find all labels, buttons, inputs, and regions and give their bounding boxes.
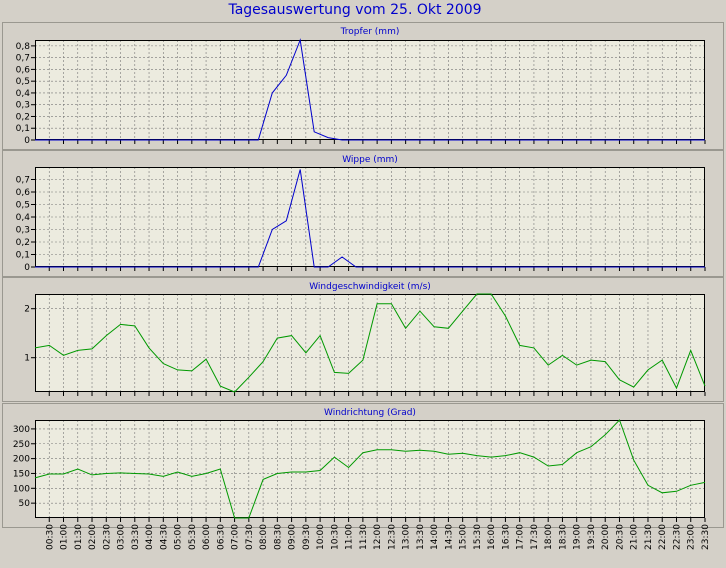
x-tick-label: 20:00	[601, 524, 611, 550]
chart-panels: Tropfer (mm)00,10,20,30,40,50,60,70,8Wip…	[2, 22, 724, 528]
x-tick-label: 12:00	[373, 524, 383, 550]
x-tick-label: 10:30	[330, 524, 340, 550]
x-tick-label: 02:00	[88, 524, 98, 550]
x-tick-label: 15:00	[459, 524, 469, 550]
data-series-line	[34, 419, 706, 519]
x-tick-label: 03:00	[117, 524, 127, 550]
y-tick-label: 0,6	[16, 65, 31, 75]
x-tick-label: 09:30	[302, 524, 312, 550]
x-tick-label: 07:00	[231, 524, 241, 550]
x-tick-label: 12:30	[387, 524, 397, 550]
x-tick-label: 01:00	[60, 524, 70, 550]
plot-border	[35, 420, 705, 518]
y-tick-label: 0,7	[16, 176, 30, 186]
x-tick-label: 09:00	[288, 524, 298, 550]
plot-area	[35, 40, 705, 140]
x-tick-label: 16:00	[487, 524, 497, 550]
x-tick-label: 14:00	[430, 524, 440, 550]
data-series-line	[34, 293, 706, 393]
chart-panel-4: Windrichtung (Grad) 50 100 150 200 250 300	[2, 403, 724, 528]
x-tick-label: 00:30	[45, 524, 55, 550]
chart-panel-3: Windgeschwindigkeit (m/s) 1 2	[2, 277, 724, 402]
y-tick-label: 0,3	[16, 101, 30, 111]
y-tick-label: 0,6	[16, 188, 31, 198]
y-tick-label: 0,1	[16, 251, 30, 261]
x-tick-label: 13:30	[416, 524, 426, 550]
x-tick-label: 15:30	[473, 524, 483, 550]
x-tick-label: 21:30	[644, 524, 654, 550]
y-tick-label: 0,2	[16, 238, 30, 248]
y-tick-label: 0,7	[16, 54, 30, 64]
y-tick-label: 0	[24, 263, 30, 273]
data-series-line	[35, 38, 705, 141]
y-tick-label: 0,8	[16, 42, 31, 52]
x-tick-label: 19:30	[587, 524, 597, 550]
x-tick-label: 21:00	[630, 524, 640, 550]
x-tick-label: 05:00	[174, 524, 184, 550]
x-tick-label: 01:30	[74, 524, 84, 550]
y-tick-label: 0,4	[16, 89, 31, 99]
x-tick-label: 08:30	[273, 524, 283, 550]
x-tick-label: 05:30	[188, 524, 198, 550]
chart-panel-1: Tropfer (mm) 0 0,1 0,20,3 0,4 0,5 0,60,7 0,8	[2, 22, 724, 150]
x-tick-label: 13:00	[402, 524, 412, 550]
x-tick-label: 23:00	[687, 524, 697, 550]
chart-title: Windgeschwindigkeit (m/s)	[309, 282, 431, 292]
x-tick-label: 10:00	[316, 524, 326, 550]
page-title: Tagesauswertung vom 25. Okt 2009	[227, 2, 481, 18]
y-tick-label: 1	[24, 354, 30, 364]
y-tick-label: 0,3	[16, 226, 30, 236]
y-tick-label: 300	[13, 425, 30, 435]
x-tick-label: 11:30	[359, 524, 369, 550]
x-tick-label: 22:30	[672, 524, 682, 550]
x-tick-label: 08:00	[259, 524, 269, 550]
y-tick-label: 0,2	[16, 112, 30, 122]
x-tick-label: 18:00	[544, 524, 554, 550]
y-tick-label: 100	[13, 484, 30, 494]
x-tick-label: 04:00	[145, 524, 155, 550]
x-tick-label: 06:00	[202, 524, 212, 550]
x-tick-label: 17:00	[516, 524, 526, 550]
x-tick-label: 02:30	[102, 524, 112, 550]
x-tick-label: 20:30	[615, 524, 625, 550]
y-tick-label: 0	[24, 136, 30, 146]
y-tick-label: 50	[19, 499, 31, 509]
x-tick-label: 23:30	[701, 524, 711, 550]
y-tick-label: 200	[13, 455, 30, 465]
x-tick-label: 18:30	[558, 524, 568, 550]
x-tick-label: 11:00	[345, 524, 355, 550]
plot-area	[35, 420, 705, 518]
chart-title: Tropfer (mm)	[340, 27, 400, 37]
chart-title: Wippe (mm)	[342, 155, 398, 165]
y-tick-label: 2	[24, 305, 30, 315]
plot-area	[35, 294, 705, 392]
plot-area	[35, 167, 705, 267]
x-tick-label: 14:30	[444, 524, 454, 550]
x-tick-label: 16:30	[501, 524, 511, 550]
y-tick-label: 0,5	[16, 77, 30, 87]
x-tick-label: 03:30	[131, 524, 141, 550]
x-tick-label: 19:00	[573, 524, 583, 550]
x-tick-label: 22:00	[658, 524, 668, 550]
data-series-line	[35, 169, 705, 268]
chart-title: Windrichtung (Grad)	[324, 408, 416, 418]
x-tick-label: 17:30	[530, 524, 540, 550]
chart-panel-2: Wippe (mm) 0 0,1 0,2 0,3 0,4 0,5 0,6 0,7	[2, 150, 724, 277]
y-tick-label: 150	[13, 469, 30, 479]
time-axis: 00:30 01:00 01:30 02:00 02:30 03:00 03:30 04:00…	[45, 524, 711, 550]
y-tick-label: 0,4	[16, 213, 31, 223]
x-tick-label: 04:30	[159, 524, 169, 550]
y-tick-label: 0,1	[16, 124, 30, 134]
x-tick-label: 07:30	[245, 524, 255, 550]
x-tick-label: 06:30	[216, 524, 226, 550]
y-tick-label: 0,5	[16, 201, 30, 211]
y-tick-label: 250	[13, 440, 30, 450]
plot-border	[35, 294, 705, 392]
